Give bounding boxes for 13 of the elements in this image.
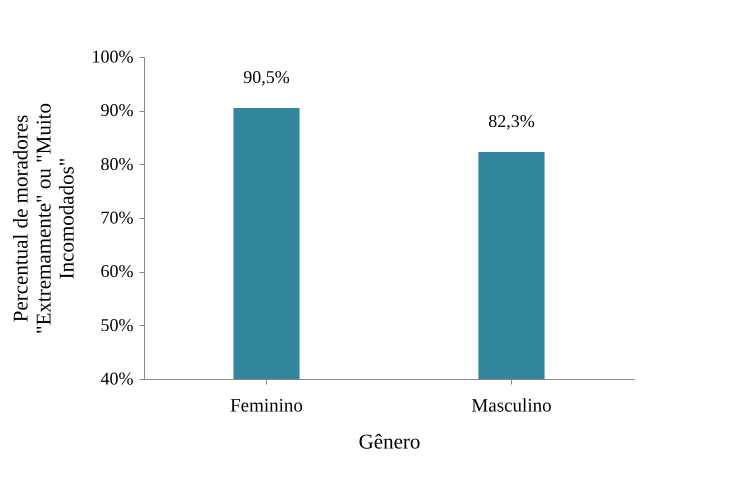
y-tick-label: 40%	[100, 368, 134, 388]
y-tick-label: 80%	[100, 154, 134, 174]
y-axis-title: Percentual de moradores "Extremamente" ou "Muito Incomodados"	[8, 103, 79, 334]
y-tick-label: 50%	[100, 314, 134, 335]
y-tick-label: 90%	[100, 100, 134, 120]
data-label: 82,3%	[488, 110, 535, 131]
y-tick-label: 100%	[92, 46, 134, 66]
data-label: 90,5%	[243, 66, 290, 87]
x-tick-label: Feminino	[230, 396, 303, 416]
y-tick-label: 70%	[100, 208, 134, 228]
x-tick-label: Masculino	[471, 396, 552, 416]
x-axis-title: Gênero	[358, 430, 420, 454]
y-tick-label: 60%	[100, 261, 134, 282]
